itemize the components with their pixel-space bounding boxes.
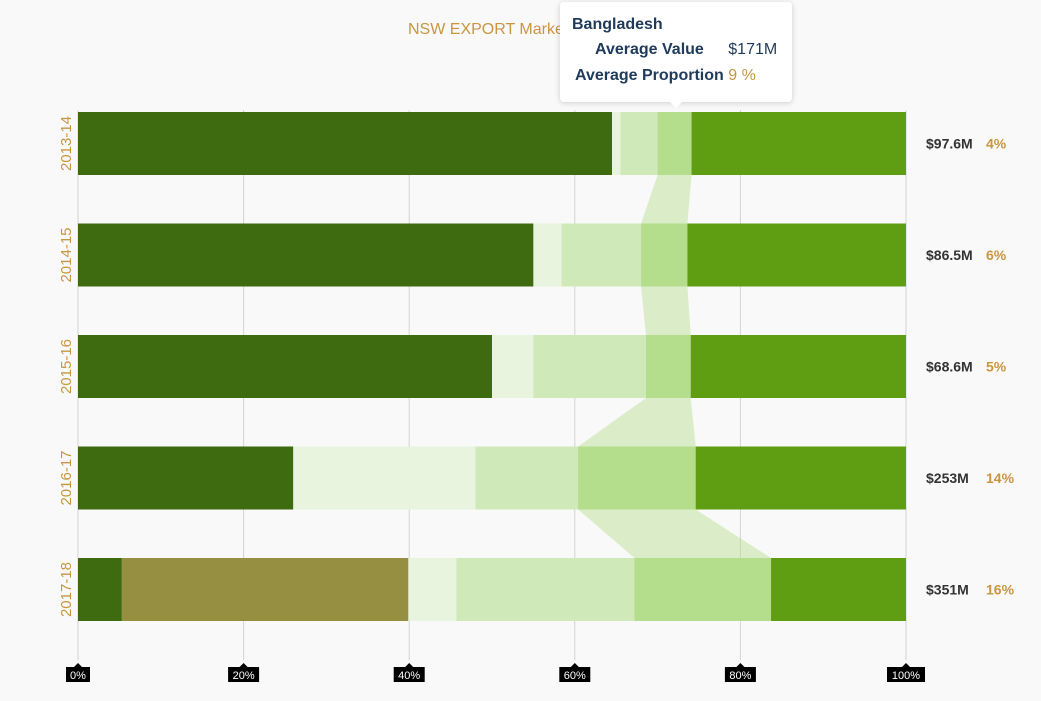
bar-segment xyxy=(492,335,534,398)
bar-segment xyxy=(634,558,772,621)
chart-title: NSW EXPORT Marke xyxy=(408,21,564,38)
x-tick-box xyxy=(724,667,756,682)
tooltip-label: Average Value xyxy=(595,41,704,58)
row-percent-label: 4% xyxy=(986,136,1007,152)
bar-segment xyxy=(620,112,658,175)
bar-segment xyxy=(78,335,492,398)
year-label: 2017-18 xyxy=(58,562,75,617)
x-tick-label: 20% xyxy=(233,670,255,682)
row-value-label: $351M xyxy=(926,582,969,598)
x-tick-pointer xyxy=(74,663,82,667)
year-label: 2016-17 xyxy=(58,450,75,505)
x-tick-label: 80% xyxy=(729,670,751,682)
bar-segment xyxy=(121,558,409,621)
x-tick-pointer xyxy=(239,663,248,667)
row-percent-label: 16% xyxy=(986,582,1015,598)
tooltip-label: Average Proportion xyxy=(575,67,724,84)
tooltip-value: 9 % xyxy=(728,67,756,84)
bar-segment xyxy=(612,112,621,175)
year-label: 2014-15 xyxy=(58,227,75,282)
row-value-label: $97.6M xyxy=(926,136,973,152)
year-label: 2013-14 xyxy=(58,116,75,171)
x-tick-pointer xyxy=(570,663,579,667)
x-tick-label: 0% xyxy=(70,670,86,682)
tooltip-value: $171M xyxy=(728,41,778,58)
bar-segment xyxy=(293,446,476,510)
bar-segment xyxy=(408,558,457,621)
tooltip: Bangladesh Average Value $171M Average P… xyxy=(560,2,792,108)
x-tick-label: 100% xyxy=(892,670,920,682)
bar-segment xyxy=(695,446,906,510)
bar-segment xyxy=(641,223,688,287)
bar-segment xyxy=(561,223,642,287)
x-tick-pointer xyxy=(736,663,745,667)
row-percent-label: 14% xyxy=(986,470,1015,486)
row-percent-label: 5% xyxy=(986,359,1007,375)
x-tick-box xyxy=(66,667,90,682)
x-tick-pointer xyxy=(405,663,414,667)
x-tick-label: 40% xyxy=(398,670,420,682)
tooltip-row-average-value: Average Value $171M xyxy=(595,41,777,59)
bar-segment xyxy=(771,558,906,621)
x-tick-box xyxy=(393,667,425,682)
bar-segment xyxy=(78,112,613,175)
x-tick-pointer xyxy=(902,663,910,667)
bar-segment xyxy=(533,335,647,398)
bar-segment xyxy=(78,446,294,510)
bar-segment xyxy=(646,335,691,398)
row-percent-label: 6% xyxy=(986,247,1007,263)
bar-segment xyxy=(533,223,562,287)
bar-segment xyxy=(657,112,692,175)
bar-segment xyxy=(78,223,534,287)
x-tick-box xyxy=(228,667,260,682)
bar-segment xyxy=(578,446,696,510)
x-tick-box xyxy=(887,667,925,682)
tooltip-title: Bangladesh xyxy=(572,16,663,33)
tooltip-row-average-proportion: Average Proportion 9 % xyxy=(575,67,756,85)
bar-segment xyxy=(456,558,635,621)
row-value-label: $86.5M xyxy=(926,247,973,263)
bar-segment xyxy=(475,446,579,510)
row-value-label: $68.6M xyxy=(926,359,973,375)
bar-segment xyxy=(691,112,906,175)
x-tick-label: 60% xyxy=(564,670,586,682)
x-tick-box xyxy=(559,667,591,682)
bar-segment xyxy=(687,223,906,287)
row-value-label: $253M xyxy=(926,470,969,486)
year-label: 2015-16 xyxy=(58,339,75,394)
bar-segment xyxy=(690,335,906,398)
bar-segment xyxy=(78,558,122,621)
